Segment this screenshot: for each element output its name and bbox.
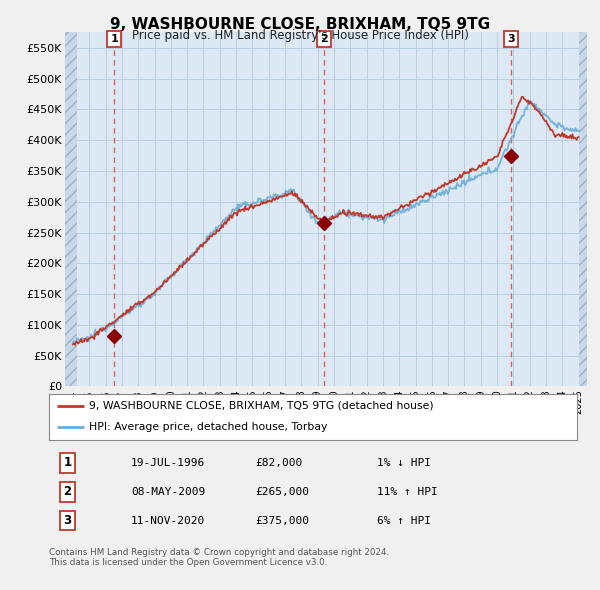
Text: 11-NOV-2020: 11-NOV-2020 (131, 516, 205, 526)
Text: 2: 2 (320, 34, 328, 44)
Text: £375,000: £375,000 (255, 516, 309, 526)
Text: Price paid vs. HM Land Registry's House Price Index (HPI): Price paid vs. HM Land Registry's House … (131, 30, 469, 42)
Text: 9, WASHBOURNE CLOSE, BRIXHAM, TQ5 9TG (detached house): 9, WASHBOURNE CLOSE, BRIXHAM, TQ5 9TG (d… (89, 401, 433, 411)
Text: 11% ↑ HPI: 11% ↑ HPI (377, 487, 437, 497)
Text: £265,000: £265,000 (255, 487, 309, 497)
Text: 6% ↑ HPI: 6% ↑ HPI (377, 516, 431, 526)
Text: 9, WASHBOURNE CLOSE, BRIXHAM, TQ5 9TG: 9, WASHBOURNE CLOSE, BRIXHAM, TQ5 9TG (110, 17, 490, 31)
Text: Contains HM Land Registry data © Crown copyright and database right 2024.
This d: Contains HM Land Registry data © Crown c… (49, 548, 389, 567)
Text: 1% ↓ HPI: 1% ↓ HPI (377, 458, 431, 468)
Text: 3: 3 (508, 34, 515, 44)
Text: 2: 2 (64, 485, 72, 499)
Text: 3: 3 (64, 514, 72, 527)
Text: 1: 1 (64, 457, 72, 470)
Text: £82,000: £82,000 (255, 458, 302, 468)
Text: 08-MAY-2009: 08-MAY-2009 (131, 487, 205, 497)
Text: 19-JUL-1996: 19-JUL-1996 (131, 458, 205, 468)
Text: HPI: Average price, detached house, Torbay: HPI: Average price, detached house, Torb… (89, 422, 327, 432)
Text: 1: 1 (110, 34, 118, 44)
